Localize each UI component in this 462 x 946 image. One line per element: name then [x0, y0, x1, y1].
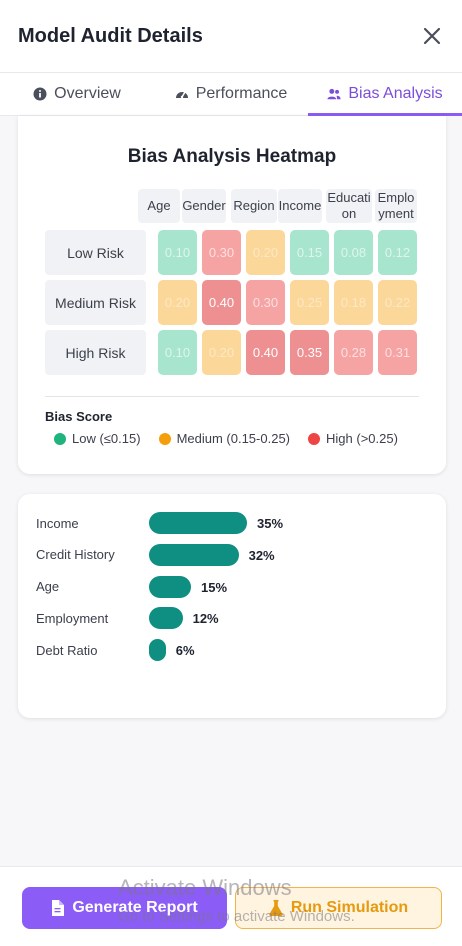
bar-track: 35%: [149, 512, 409, 534]
bar-label: Debt Ratio: [36, 642, 98, 658]
heatmap-column-header: Employment: [375, 189, 417, 223]
heatmap-cell[interactable]: 0.28: [334, 330, 373, 375]
heatmap-cell[interactable]: 0.25: [290, 280, 329, 325]
heatmap-cell[interactable]: 0.40: [202, 280, 241, 325]
legend-divider: [45, 396, 419, 397]
legend-item-medium: Medium (0.15-0.25): [158, 431, 291, 446]
run-simulation-button[interactable]: Run Simulation: [235, 887, 442, 929]
users-icon: [327, 88, 341, 100]
bar-row: Debt Ratio 6%: [36, 638, 436, 662]
heatmap-cell[interactable]: 0.31: [378, 330, 417, 375]
tab-bias-analysis[interactable]: Bias Analysis: [308, 73, 462, 116]
heatmap-cell[interactable]: 0.10: [158, 230, 197, 275]
legend-item-high: High (>0.25): [308, 431, 398, 446]
legend-title: Bias Score: [45, 409, 113, 424]
bar: [149, 607, 183, 630]
generate-report-label: Generate Report: [72, 899, 198, 916]
heatmap-cell[interactable]: 0.40: [246, 330, 285, 375]
bar-value-label: 12%: [192, 611, 219, 627]
tab-performance[interactable]: Performance: [154, 73, 308, 115]
bar-row: Age 15%: [36, 575, 436, 599]
close-icon: [423, 27, 441, 45]
bar-value-label: 6%: [175, 643, 195, 659]
low-dot-icon: [54, 432, 66, 445]
close-button[interactable]: [420, 24, 444, 48]
bar-value-label: 35%: [257, 516, 284, 531]
bar: [149, 639, 166, 662]
heatmap-cell[interactable]: 0.10: [158, 330, 197, 375]
heatmap-column-header: Education: [326, 189, 372, 223]
heatmap-cell[interactable]: 0.20: [158, 280, 197, 325]
legend: Low (≤0.15) Medium (0.15-0.25) High (>0.…: [54, 431, 398, 446]
bar-track: 6%: [149, 639, 409, 662]
heatmap-row-header: Medium Risk: [45, 280, 146, 325]
heatmap-column-header: Region: [231, 189, 277, 223]
bar-label: Credit History: [36, 547, 115, 563]
bar-label: Income: [36, 515, 79, 531]
flask-icon: [269, 900, 283, 916]
tab-overview[interactable]: Overview: [0, 73, 154, 115]
heatmap-title: Bias Analysis Heatmap: [127, 146, 337, 167]
heatmap-cell[interactable]: 0.12: [378, 230, 417, 275]
heatmap-cell[interactable]: 0.20: [202, 330, 241, 375]
page-title: Model Audit Details: [18, 24, 203, 47]
document-icon: [52, 900, 65, 916]
high-dot-icon: [308, 432, 321, 445]
tab-bias-analysis-label: Bias Analysis: [348, 85, 443, 102]
footer: Generate Report Run Simulation: [0, 866, 462, 946]
bar-row: Credit History 32%: [36, 543, 436, 567]
bar-value-label: 32%: [248, 547, 275, 563]
bar-value-label: 15%: [201, 579, 228, 595]
info-icon: [33, 87, 47, 101]
legend-item-low: Low (≤0.15): [54, 431, 141, 446]
bar: [149, 575, 191, 598]
medium-dot-icon: [158, 432, 171, 445]
legend-label: Medium (0.15-0.25): [176, 431, 291, 446]
bar-row: Employment 12%: [36, 606, 436, 630]
tab-bar: Overview Performance Bias Analysis: [0, 72, 462, 116]
heatmap-row-header: Low Risk: [45, 230, 146, 275]
heatmap-column-header: Income: [278, 189, 322, 223]
heatmap-cell[interactable]: 0.20: [246, 230, 285, 275]
heatmap-cell[interactable]: 0.08: [334, 230, 373, 275]
bar: [149, 512, 247, 534]
heatmap-cell[interactable]: 0.18: [334, 280, 373, 325]
bar-track: 12%: [149, 607, 409, 630]
heatmap-column-header: Gender: [182, 189, 226, 223]
legend-label: Low (≤0.15): [72, 431, 141, 446]
gauge-icon: [175, 91, 188, 99]
heatmap-cell[interactable]: 0.15: [290, 230, 329, 275]
run-simulation-label: Run Simulation: [290, 899, 409, 916]
heatmap-cell[interactable]: 0.35: [290, 330, 329, 375]
heatmap-column-header: Age: [138, 189, 180, 223]
heatmap-cell[interactable]: 0.30: [246, 280, 285, 325]
bar-track: 15%: [149, 575, 409, 598]
heatmap-row-header: High Risk: [45, 330, 146, 375]
bar: [149, 543, 239, 566]
bar-label: Age: [36, 579, 60, 595]
header: Model Audit Details: [0, 0, 462, 72]
tab-overview-label: Overview: [54, 85, 121, 102]
heatmap-cell[interactable]: 0.30: [202, 230, 241, 275]
generate-report-button[interactable]: Generate Report: [22, 887, 227, 929]
bar-row: Income 35%: [36, 511, 436, 535]
tab-performance-label: Performance: [195, 85, 288, 102]
legend-label: High (>0.25): [326, 431, 398, 446]
heatmap-cell[interactable]: 0.22: [378, 280, 417, 325]
bar-label: Employment: [36, 610, 109, 626]
bar-track: 32%: [149, 543, 409, 566]
